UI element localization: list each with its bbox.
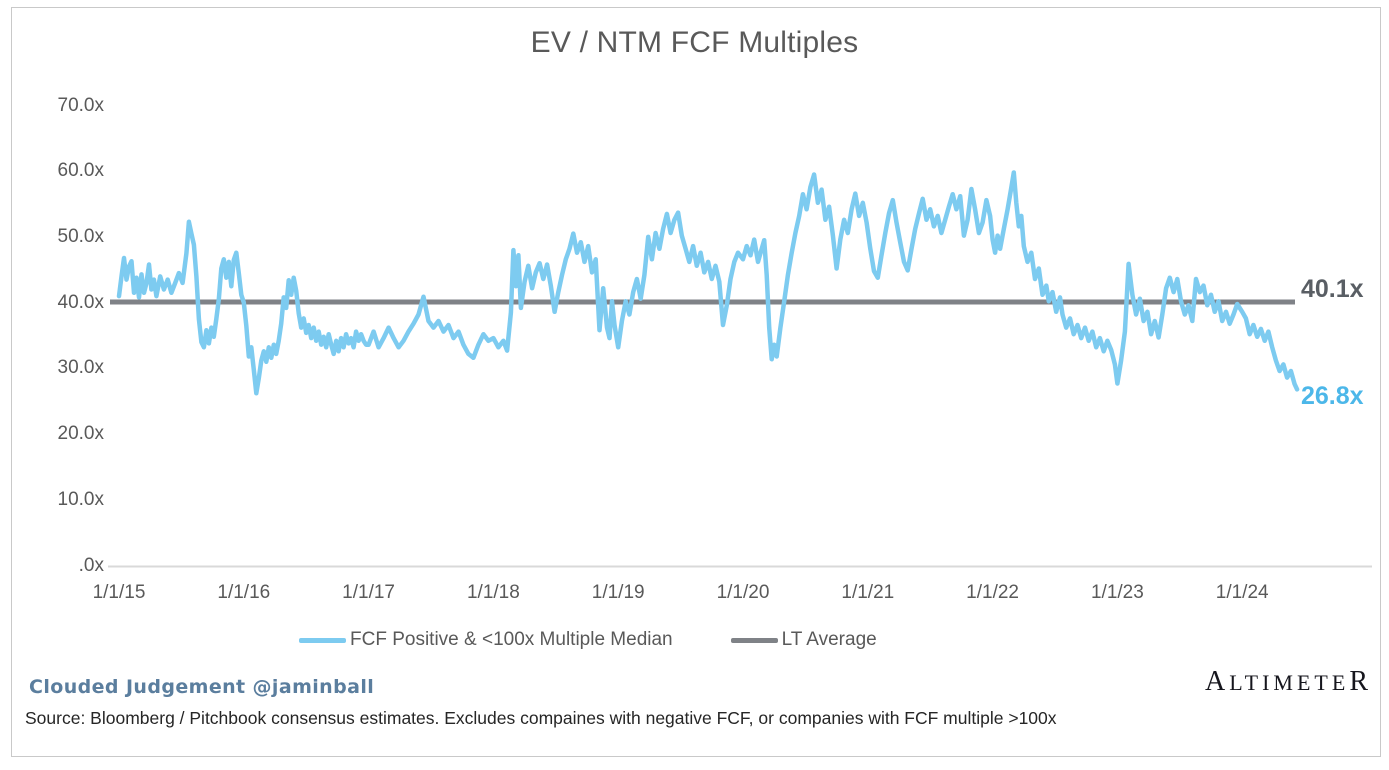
fcf-median-line	[116, 170, 1300, 396]
y-tick-label: 40.0x	[57, 291, 104, 313]
credit-text: Clouded Judgement @jaminball	[29, 676, 375, 698]
x-tick-label: 1/1/23	[1090, 582, 1144, 603]
y-tick-label: 30.0x	[57, 357, 104, 379]
y-tick-label: 60.0x	[57, 160, 104, 182]
blue-line-swatch-icon	[299, 637, 346, 643]
x-tick-label: 1/1/20	[716, 582, 770, 603]
x-tick-label: 1/1/18	[466, 582, 520, 603]
gray-line-swatch-icon	[730, 637, 778, 643]
chart-border	[11, 7, 1381, 757]
y-tick-label: 10.0x	[57, 488, 104, 510]
logo-letter: R	[1349, 666, 1372, 697]
logo-letters: LTIMETE	[1229, 670, 1350, 695]
altimeter-logo: A LTIMETE R	[1205, 666, 1372, 698]
x-tick-label: 1/1/24	[1215, 582, 1269, 603]
legend-item-lt-average: LT Average	[730, 629, 877, 651]
x-tick-label: 1/1/16	[217, 582, 271, 603]
last-value-label: 26.8x	[1301, 382, 1364, 410]
x-tick-label: 1/1/19	[591, 582, 645, 603]
y-tick-label: .0x	[78, 554, 104, 576]
x-tick-label: 1/1/15	[92, 582, 146, 603]
legend: FCF Positive & <100x Multiple Median LT …	[299, 629, 877, 651]
y-tick-label: 20.0x	[57, 423, 104, 445]
lt-average-value-label: 40.1x	[1301, 275, 1364, 303]
legend-label: LT Average	[781, 629, 877, 650]
source-text: Source: Bloomberg / Pitchbook consensus …	[25, 708, 1057, 728]
chart-title: EV / NTM FCF Multiples	[530, 26, 859, 59]
legend-item-fcf-median: FCF Positive & <100x Multiple Median	[299, 629, 673, 651]
x-tick-label: 1/1/22	[966, 582, 1019, 603]
x-tick-label: 1/1/17	[342, 582, 395, 603]
logo-letter: A	[1205, 666, 1230, 697]
y-tick-label: 50.0x	[57, 225, 104, 247]
legend-label: FCF Positive & <100x Multiple Median	[350, 629, 673, 650]
x-tick-label: 1/1/21	[841, 582, 895, 603]
y-tick-label: 70.0x	[57, 94, 104, 116]
